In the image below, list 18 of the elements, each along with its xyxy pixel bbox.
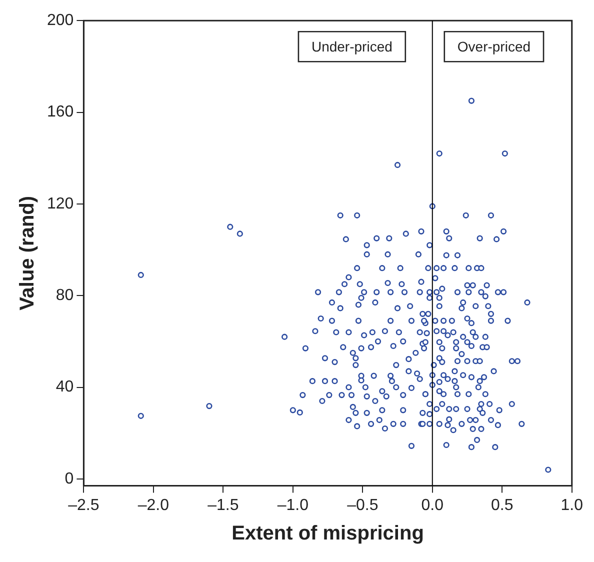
y-tick-label: 80 [56,287,74,304]
x-tick-label: –1.5 [208,496,239,514]
x-tick-label: –0.5 [347,496,378,514]
y-tick-label: 120 [46,195,74,212]
x-tick-label: 1.0 [560,496,584,514]
x-tick-label: –2.5 [68,496,100,514]
y-tick-label: 0 [64,470,74,488]
annotation: Under-priced [311,38,392,54]
y-tick-label: 160 [46,104,74,121]
x-tick-label: –1.0 [277,496,309,514]
y-axis-title: Value (rand) [16,196,39,310]
x-tick-label: 0.0 [421,496,444,514]
x-axis-title: Extent of mispricing [232,522,424,545]
y-tick-label: 200 [46,12,74,30]
y-tick-label: 40 [56,378,74,396]
annotation: Over-priced [457,38,531,54]
x-tick-label: –2.0 [138,496,170,514]
x-tick-label: 0.5 [491,496,514,514]
